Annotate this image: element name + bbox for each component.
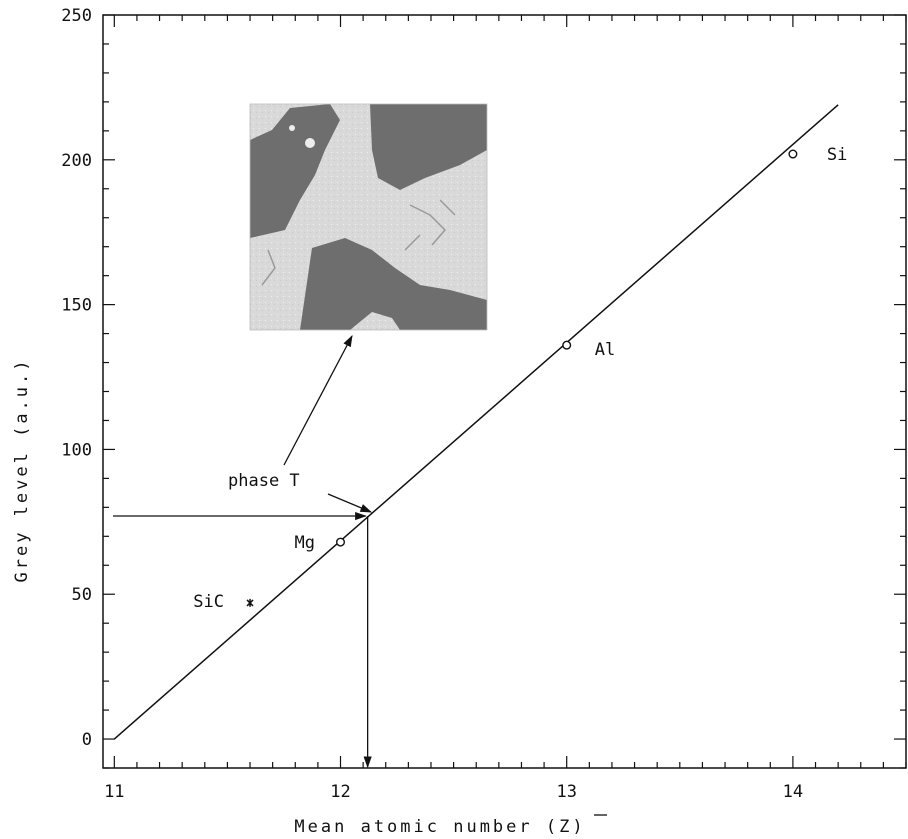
point-label-sic: SiC xyxy=(193,592,224,612)
plot-frame xyxy=(102,14,907,769)
point-mg xyxy=(336,537,346,547)
point-label-si: Si xyxy=(827,145,847,165)
y-tick-label: 0 xyxy=(82,730,92,750)
fit-line xyxy=(113,104,839,740)
x-tick-label: 11 xyxy=(104,782,124,802)
point-sic xyxy=(246,598,254,607)
x-axis-title: Mean atomic number (Z) xyxy=(294,817,585,837)
y-axis-title: Grey level (a.u.) xyxy=(12,358,32,583)
point-al xyxy=(562,340,572,350)
x-tick-label: 13 xyxy=(556,782,576,802)
axis-ticks xyxy=(103,14,907,769)
phase-label-arrow xyxy=(327,493,373,513)
phase-label: phase T xyxy=(228,471,300,491)
point-label-al: Al xyxy=(595,340,615,360)
inset-pointer-arrow xyxy=(283,334,353,466)
point-si xyxy=(788,149,798,159)
point-label-mg: Mg xyxy=(295,533,315,553)
x-tick-label: 12 xyxy=(330,782,350,802)
data-points: Mg Al Si SiC xyxy=(193,145,847,612)
y-tick-label: 200 xyxy=(61,151,92,171)
inset-micrograph xyxy=(249,103,488,331)
y-tick-label: 50 xyxy=(72,585,92,605)
y-tick-label: 100 xyxy=(61,440,92,460)
y-tick-label: 250 xyxy=(61,6,92,26)
y-tick-label: 150 xyxy=(61,296,92,316)
x-tick-label: 14 xyxy=(783,782,803,802)
tick-labels: 11 12 13 14 0 50 100 150 200 250 xyxy=(61,6,803,802)
